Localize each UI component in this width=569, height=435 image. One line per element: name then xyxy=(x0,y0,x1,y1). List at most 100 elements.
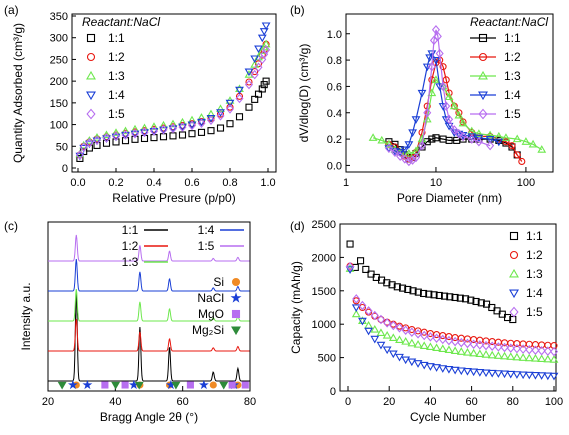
panel-d-point xyxy=(407,327,416,337)
panel-d-point xyxy=(488,341,497,351)
panel-d-point xyxy=(395,353,404,362)
panel-b-point xyxy=(432,134,440,142)
panel-d-point xyxy=(469,339,478,349)
panel-b-point xyxy=(408,129,418,138)
panel-b-point xyxy=(442,101,451,111)
panel-d-point xyxy=(441,292,449,300)
panel-d-point xyxy=(543,372,553,381)
panel-a-point xyxy=(245,103,253,111)
panel-c-phase-legend-label: Mg₂Si xyxy=(192,323,224,337)
panel-b-ytick-label: 1.0 xyxy=(327,29,342,41)
panel-d-point xyxy=(456,347,466,355)
panel-c-phase-marker xyxy=(198,379,209,390)
panel-a-ytick-label: 300 xyxy=(50,33,68,45)
panel-a-point xyxy=(169,132,177,140)
panel-d-point xyxy=(409,287,417,295)
panel-b-point xyxy=(494,138,504,147)
panel-c-ylabel: Intensity a.u. xyxy=(19,282,33,350)
panel-d-point xyxy=(438,365,448,373)
panel-c-xtick-label: 40 xyxy=(109,396,121,408)
panel-a-point xyxy=(226,120,234,128)
panel-b-legend-marker xyxy=(478,33,488,43)
panel-d-ytick-label: 2000 xyxy=(312,252,336,264)
panel-a-point xyxy=(216,109,225,117)
panel-c-phase-legend-label: MgO xyxy=(198,307,224,321)
panel-b-ytick-label: 0.4 xyxy=(327,108,342,120)
panel-d-ylabel: Capacity (mAh/g) xyxy=(289,261,303,354)
panel-c-legend-label: 1:3 xyxy=(122,255,139,269)
panel-a-point xyxy=(121,126,130,135)
panel-a-point xyxy=(178,131,187,139)
panel-d-point xyxy=(506,343,515,353)
panel-d-point xyxy=(404,285,412,294)
panel-a-point xyxy=(244,68,254,77)
panel-d-point xyxy=(382,331,392,339)
panel-b-point xyxy=(508,142,516,150)
panel-c-phase-marker xyxy=(111,381,121,390)
panel-c-label: (c) xyxy=(4,219,18,233)
panel-c-series-3 xyxy=(48,258,250,292)
panel-a-point xyxy=(112,138,120,146)
panel-d-point xyxy=(493,370,503,378)
panel-d-point xyxy=(432,333,441,343)
panel-d-point xyxy=(388,350,398,359)
panel-b-point xyxy=(454,110,464,119)
panel-a-point xyxy=(250,55,260,64)
panel-a-point xyxy=(251,95,259,103)
panel-a-legend-marker xyxy=(86,108,96,120)
panel-d-point xyxy=(382,346,392,355)
panel-d-point xyxy=(414,288,422,296)
panel-d-point xyxy=(477,299,485,307)
panel-d-point xyxy=(513,340,521,348)
panel-d-point xyxy=(364,306,373,316)
panel-d-point xyxy=(475,349,485,358)
panel-a-xlabel: Relative Presure (p/p0) xyxy=(112,191,235,205)
panel-a-point xyxy=(187,115,197,124)
panel-c-phase-legend-marker xyxy=(230,292,242,303)
panel-a-xtick-label: 0.0 xyxy=(70,177,85,189)
panel-d-point xyxy=(413,360,423,368)
panel-d-ytick-label: 1000 xyxy=(312,319,336,331)
panel-a-point xyxy=(149,126,159,136)
panel-b-ylabel: dV/dlog(D) (cm³/g) xyxy=(297,44,311,143)
panel-a-point xyxy=(254,62,263,72)
panel-a-point xyxy=(251,68,259,76)
panel-b-legend-marker xyxy=(478,70,488,80)
panel-d-point xyxy=(358,303,366,312)
panel-a-point xyxy=(187,120,197,131)
panel-c-legend-label: 1:4 xyxy=(198,223,215,237)
panel-a-point xyxy=(79,142,88,152)
panel-a-point xyxy=(149,127,159,136)
panel-a-point xyxy=(130,130,140,139)
panel-c-phase-marker xyxy=(67,379,78,390)
panel-b-legend-label: 1:5 xyxy=(504,107,521,121)
panel-d-point xyxy=(420,289,428,298)
panel-a-legend-label: 1:2 xyxy=(108,50,125,64)
panel-a-xtick-label: 0.2 xyxy=(108,177,123,189)
panel-d-series-3 xyxy=(345,266,559,381)
panel-b-point xyxy=(435,83,445,91)
panel-a-legend-marker xyxy=(86,52,96,62)
panel-d-point xyxy=(446,293,454,301)
panel-d-point xyxy=(399,284,407,292)
panel-d-point xyxy=(370,324,380,333)
panel-a-legend-label: 1:5 xyxy=(108,107,125,121)
panel-c-phase-legend-marker xyxy=(231,326,241,336)
panel-d-point xyxy=(456,367,466,376)
panel-d-point xyxy=(549,372,559,381)
panel-d-point xyxy=(507,339,515,347)
panel-d-point xyxy=(414,329,423,339)
panel-a-legend-marker xyxy=(86,70,96,80)
panel-a-point xyxy=(250,69,259,80)
panel-a-point xyxy=(140,127,149,138)
panel-d-point xyxy=(395,323,404,333)
panel-a-point xyxy=(102,133,111,143)
panel-d-ytick-label: 0 xyxy=(330,386,336,398)
panel-d-point xyxy=(401,356,411,365)
panel-d-point xyxy=(518,353,528,361)
panel-a-point xyxy=(121,131,130,140)
panel-b-point xyxy=(458,118,468,127)
panel-d-point xyxy=(469,348,479,357)
panel-b-point xyxy=(431,75,441,83)
panel-d-point xyxy=(504,313,512,322)
